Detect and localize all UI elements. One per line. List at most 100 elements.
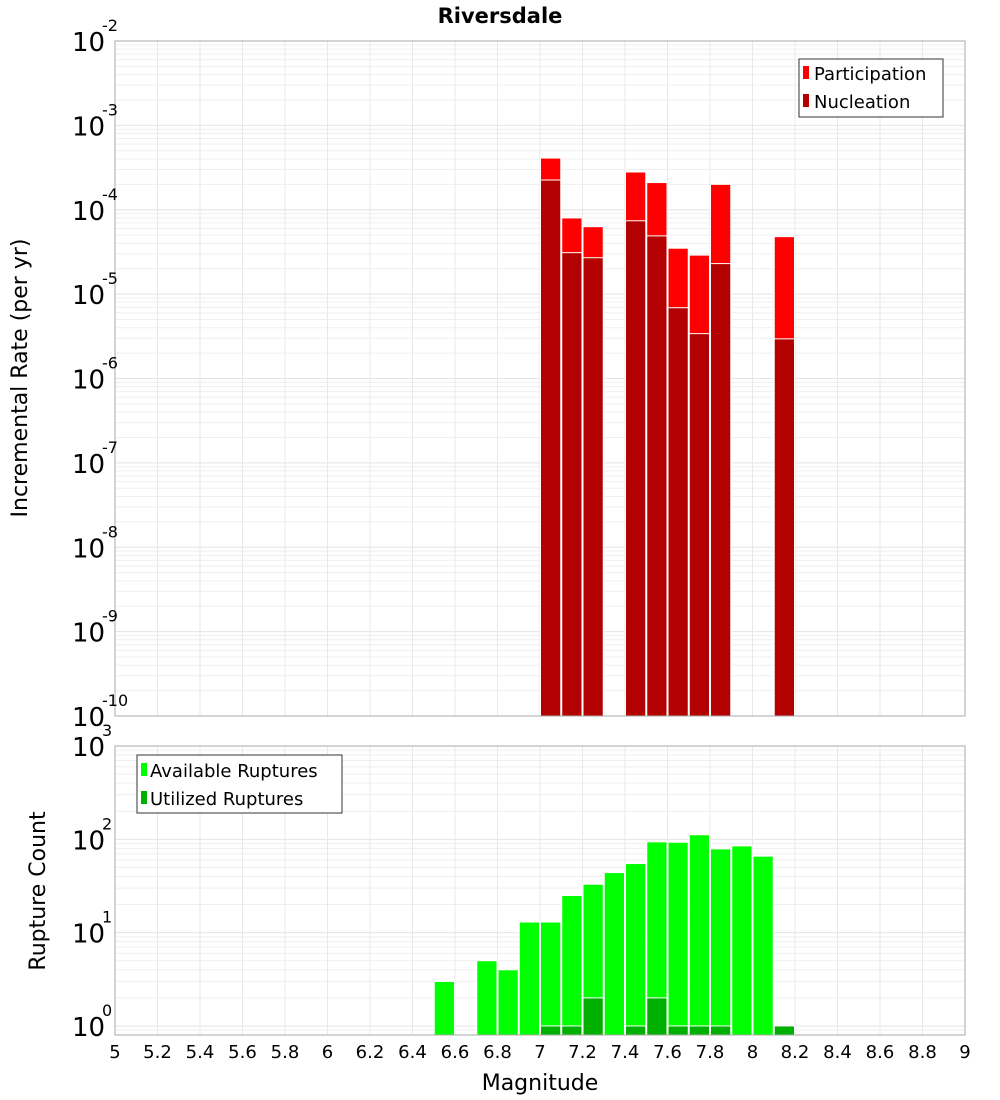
x-tick-label: 5.8 [271, 1042, 300, 1063]
y-tick-label: 10 [72, 28, 105, 58]
x-tick-label: 6.8 [483, 1042, 512, 1063]
top-legend: Participation Nucleation [798, 58, 944, 118]
y-tick-label: 10 [72, 197, 105, 227]
x-tick-label: 7.6 [653, 1042, 682, 1063]
legend-label-participation: Participation [814, 64, 926, 85]
utilized-ruptures-bar [625, 1025, 647, 1036]
utilized-ruptures-bar [688, 1025, 710, 1036]
y-tick-label: 10 [72, 703, 105, 733]
legend-swatch-available [141, 763, 147, 776]
x-tick-label: 7 [534, 1042, 545, 1063]
y-tick-label: 10 [72, 920, 105, 950]
utilized-ruptures-bar [667, 1025, 689, 1036]
x-tick-label: 6.4 [398, 1042, 427, 1063]
y-tick-exponent: 1 [102, 908, 112, 927]
x-tick-label: 5.6 [228, 1042, 257, 1063]
available-ruptures-bar [433, 980, 455, 1036]
legend-label-available: Available Ruptures [150, 761, 318, 782]
available-ruptures-bar [540, 921, 562, 1036]
legend-swatch-participation [803, 66, 809, 79]
y-tick-label: 10 [72, 366, 105, 396]
y-tick-exponent: -7 [102, 438, 118, 457]
nucleation-bar [540, 179, 562, 717]
y-tick-label: 10 [72, 534, 105, 564]
y-tick-label: 10 [72, 826, 105, 856]
chart-title: Riversdale [438, 4, 563, 28]
top-y-axis-label: Incremental Rate (per yr) [8, 239, 33, 518]
bottom-y-axis-label: Rupture Count [26, 811, 51, 971]
available-ruptures-bar [688, 834, 710, 1036]
nucleation-bar [710, 263, 732, 717]
available-ruptures-bar [561, 895, 583, 1036]
x-tick-label: 8.2 [781, 1042, 810, 1063]
x-tick-label: 6.6 [441, 1042, 470, 1063]
nucleation-bar [773, 338, 795, 717]
x-tick-label: 5 [109, 1042, 120, 1063]
legend-label-utilized: Utilized Ruptures [150, 789, 303, 810]
nucleation-bar [561, 252, 583, 717]
nucleation-bar [688, 333, 710, 717]
bottom-bars [433, 834, 795, 1036]
x-ticks: 5 5.2 5.4 5.6 5.8 6 6.2 6.4 6.6 6.8 7 7.2 7.4 7.6 7.8 8… [109, 1042, 970, 1063]
legend-swatch-utilized [141, 791, 147, 804]
y-tick-exponent: -8 [102, 522, 118, 541]
bottom-legend: Available Ruptures Utilized Ruptures [136, 754, 343, 814]
legend-swatch-nucleation [803, 94, 809, 107]
x-tick-label: 9 [959, 1042, 970, 1063]
x-tick-label: 8.4 [823, 1042, 852, 1063]
utilized-ruptures-bar [773, 1025, 795, 1036]
y-tick-exponent: -5 [102, 269, 118, 288]
y-tick-exponent: 3 [102, 721, 112, 740]
utilized-ruptures-bar [561, 1025, 583, 1036]
available-ruptures-bar [603, 872, 625, 1036]
nucleation-bar [625, 220, 647, 717]
nucleation-bar [582, 257, 604, 717]
x-tick-label: 7.2 [568, 1042, 597, 1063]
y-tick-exponent: 0 [102, 1001, 112, 1020]
utilized-ruptures-bar [646, 997, 668, 1036]
available-ruptures-bar [625, 863, 647, 1036]
utilized-ruptures-bar [540, 1025, 562, 1036]
x-tick-label: 8 [747, 1042, 758, 1063]
available-ruptures-bar [476, 960, 498, 1036]
x-tick-label: 7.4 [611, 1042, 640, 1063]
y-tick-exponent: -3 [102, 100, 118, 119]
x-tick-label: 6.2 [356, 1042, 385, 1063]
x-tick-label: 8.8 [908, 1042, 937, 1063]
y-tick-label: 10 [72, 733, 105, 763]
y-tick-exponent: 2 [102, 814, 112, 833]
y-tick-label: 10 [72, 619, 105, 649]
available-ruptures-bar [518, 921, 540, 1036]
available-ruptures-bar [752, 855, 774, 1036]
x-tick-label: 7.8 [696, 1042, 725, 1063]
legend-label-nucleation: Nucleation [814, 92, 910, 113]
y-tick-label: 10 [72, 1013, 105, 1043]
y-tick-label: 10 [72, 281, 105, 311]
y-tick-exponent: -4 [102, 185, 118, 204]
x-tick-label: 6 [322, 1042, 333, 1063]
utilized-ruptures-bar [710, 1025, 732, 1036]
top-bars [540, 157, 795, 717]
x-tick-label: 5.4 [186, 1042, 215, 1063]
y-tick-exponent: -9 [102, 607, 118, 626]
available-ruptures-bar [710, 848, 732, 1036]
x-tick-label: 8.6 [866, 1042, 895, 1063]
bottom-plot-frame [114, 745, 966, 1036]
nucleation-bar [646, 235, 668, 717]
available-ruptures-bar [731, 845, 753, 1036]
top-plot-frame [114, 40, 966, 717]
available-ruptures-bar [497, 969, 519, 1036]
y-tick-label: 10 [72, 450, 105, 480]
y-tick-exponent: -2 [102, 16, 118, 35]
y-tick-label: 10 [72, 112, 105, 142]
x-tick-label: 5.2 [143, 1042, 172, 1063]
y-tick-exponent: -10 [102, 691, 128, 710]
nucleation-bar [667, 307, 689, 717]
available-ruptures-bar [667, 841, 689, 1036]
y-tick-exponent: -6 [102, 354, 118, 373]
utilized-ruptures-bar [582, 997, 604, 1036]
x-axis-label: Magnitude [482, 1071, 599, 1096]
